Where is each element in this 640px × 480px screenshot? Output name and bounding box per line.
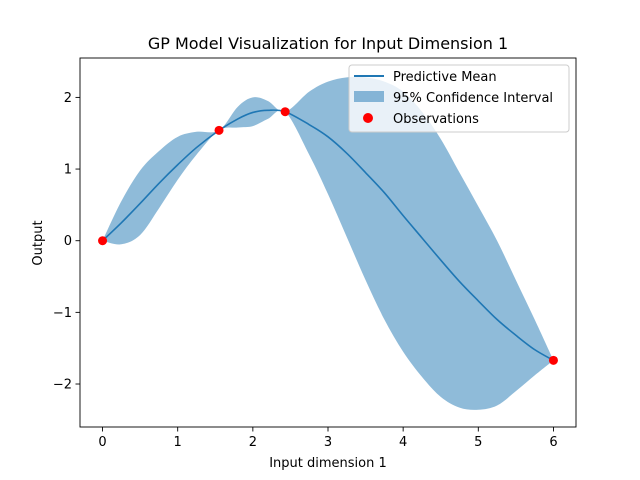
- legend-box: [348, 64, 570, 133]
- observation-point: [548, 355, 558, 365]
- observation-point: [98, 236, 108, 246]
- legend: Predictive Mean 95% Confidence Interval …: [348, 64, 570, 133]
- x-tick-label: 1: [174, 435, 182, 450]
- x-tick-label: 5: [474, 435, 482, 450]
- observation-point: [280, 107, 290, 117]
- plot-area: 0 1 2 3 4 5 6 −2 −1 0 1 2: [53, 57, 577, 450]
- y-tick-label: 0: [64, 234, 72, 249]
- confidence-band: [102, 76, 554, 410]
- y-axis-title: Output: [31, 220, 46, 265]
- x-tick-label: 2: [249, 435, 257, 450]
- x-tick-label: 0: [98, 435, 106, 450]
- y-tick-label: −1: [53, 306, 72, 321]
- chart-title: GP Model Visualization for Input Dimensi…: [148, 34, 508, 53]
- x-axis-title: Input dimension 1: [269, 456, 387, 471]
- y-tick-label: −2: [53, 378, 72, 393]
- x-tick-label: 6: [549, 435, 557, 450]
- y-tick-label: 2: [64, 91, 72, 106]
- legend-mean-label: Predictive Mean: [393, 70, 497, 85]
- legend-band-label: 95% Confidence Interval: [393, 91, 553, 106]
- predictive-mean-line: [101, 109, 554, 362]
- x-tick-label: 3: [324, 435, 332, 450]
- legend-observations-swatch: [363, 113, 373, 123]
- legend-band-swatch: [354, 91, 384, 102]
- legend-observations-label: Observations: [393, 112, 479, 127]
- x-tick-label: 4: [399, 435, 407, 450]
- observation-point: [214, 125, 224, 135]
- y-tick-label: 1: [64, 163, 72, 178]
